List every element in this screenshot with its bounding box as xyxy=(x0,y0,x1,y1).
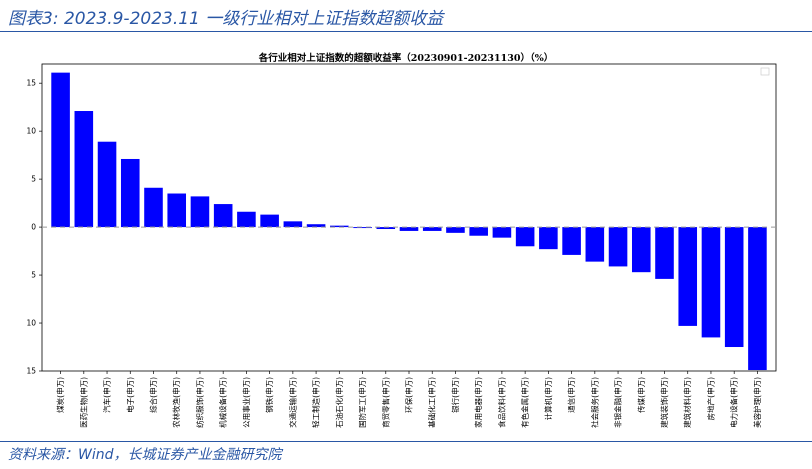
x-tick-label: 综合(申万) xyxy=(148,377,158,413)
y-tick-label: 5 xyxy=(31,175,36,184)
bar xyxy=(748,227,767,371)
x-tick-label: 建筑装饰(申万) xyxy=(659,377,669,428)
x-tick-label: 通信(申万) xyxy=(566,377,576,413)
bar xyxy=(167,193,187,228)
y-tick-label: 15 xyxy=(26,79,36,88)
x-tick-label: 美容护理(申万) xyxy=(752,377,762,428)
bottom-rule xyxy=(0,441,812,442)
x-tick-label: 电子(申万) xyxy=(125,377,135,413)
top-rule xyxy=(0,31,812,32)
y-tick-label: 10 xyxy=(26,127,36,136)
x-tick-label: 非银金融(申万) xyxy=(613,377,623,428)
bar xyxy=(376,227,396,230)
bar xyxy=(585,227,605,262)
bar xyxy=(469,227,488,236)
x-tick-label: 传媒(申万) xyxy=(636,377,646,413)
bar xyxy=(237,211,256,228)
x-tick-label: 煤炭(申万) xyxy=(55,377,65,413)
x-tick-label: 社会服务(申万) xyxy=(589,377,599,428)
x-tick-label: 医药生物(申万) xyxy=(78,377,88,428)
x-tick-label: 银行(申万) xyxy=(450,377,460,413)
bar xyxy=(655,227,674,279)
bar xyxy=(120,158,140,228)
chart-title: 各行业相对上证指数的超额收益率（20230901-20231130）（%） xyxy=(258,53,554,64)
x-tick-label: 计算机(申万) xyxy=(543,377,553,420)
x-tick-label: 有色金属(申万) xyxy=(520,377,530,428)
bar xyxy=(492,227,512,238)
bar xyxy=(74,111,94,228)
bar xyxy=(190,196,210,228)
figure-title: 图表3: 2023.9-2023.11 一级行业相对上证指数超额收益 xyxy=(8,4,443,29)
source-note: 资料来源：Wind，长城证券产业金融研究院 xyxy=(8,447,282,463)
y-tick-label: 0 xyxy=(31,223,36,232)
bar xyxy=(399,227,419,231)
x-tick-label: 交通运输(申万) xyxy=(287,377,297,428)
legend-box xyxy=(760,67,770,76)
x-tick-label: 轻工制造(申万) xyxy=(311,377,321,428)
x-tick-label: 房地产(申万) xyxy=(705,377,715,420)
bar xyxy=(539,227,558,250)
x-tick-label: 纺织服饰(申万) xyxy=(194,377,204,428)
x-axis-ticks: 煤炭(申万) 医药生物(申万) 汽车(申万) 电子(申万) 综合(申万) 农林牧渔(申万)… xyxy=(55,371,762,428)
y-tick-label: 10 xyxy=(26,319,36,328)
x-tick-label: 家用电器(申万) xyxy=(473,377,483,428)
bar xyxy=(260,214,279,228)
figure-title-text: 2023.9-2023.11 一级行业相对上证指数超额收益 xyxy=(63,9,444,29)
x-tick-label: 农林牧渔(申万) xyxy=(171,377,181,428)
y-axis-ticks: 15 10 5 0 5 10 15 xyxy=(26,79,42,376)
bar xyxy=(213,204,233,228)
y-tick-label: 15 xyxy=(26,367,36,376)
bar xyxy=(562,227,581,255)
x-tick-label: 基础化工(申万) xyxy=(427,377,437,428)
bar xyxy=(144,187,163,228)
x-tick-label: 公用事业(申万) xyxy=(241,377,251,428)
bar xyxy=(330,225,349,228)
bar xyxy=(97,141,117,228)
bars xyxy=(51,72,767,371)
x-tick-label: 建筑材料(申万) xyxy=(682,377,692,428)
bar xyxy=(608,227,628,267)
x-tick-label: 环保(申万) xyxy=(404,377,414,413)
bar xyxy=(724,227,744,348)
x-tick-label: 商贸零售(申万) xyxy=(380,377,390,428)
bar xyxy=(701,227,721,338)
x-tick-label: 电力设备(申万) xyxy=(729,377,739,428)
bar xyxy=(283,221,303,228)
bar xyxy=(306,224,326,228)
x-tick-label: 食品饮料(申万) xyxy=(496,377,506,428)
x-tick-label: 汽车(申万) xyxy=(102,377,112,413)
bar xyxy=(678,227,698,326)
x-tick-label: 国防军工(申万) xyxy=(357,377,367,428)
x-tick-label: 钢铁(申万) xyxy=(264,377,274,413)
y-tick-label: 5 xyxy=(31,271,36,280)
x-tick-label: 机械设备(申万) xyxy=(218,377,228,428)
bar xyxy=(422,227,442,231)
figure-label: 图表3: xyxy=(8,9,59,29)
bar xyxy=(631,227,651,273)
bar xyxy=(51,72,70,228)
bar xyxy=(446,227,465,233)
bar xyxy=(515,227,535,247)
legend-swatch xyxy=(760,67,770,76)
bar xyxy=(353,227,372,229)
x-tick-label: 石油石化(申万) xyxy=(334,377,344,428)
